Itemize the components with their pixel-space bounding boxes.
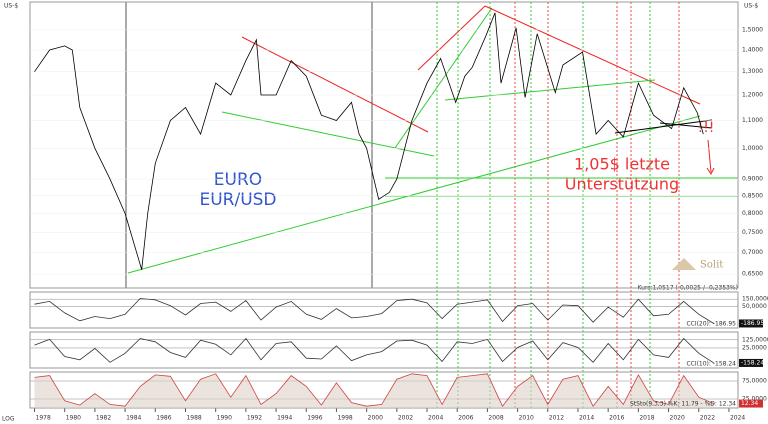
x-tick-label: 1982 (96, 415, 111, 422)
y-tick-label: 1,5000 (742, 26, 763, 33)
x-tick-label: 1988 (186, 415, 201, 422)
y-tick-label: 0,9000 (742, 176, 763, 183)
x-tick-label: 1996 (307, 415, 322, 422)
indicator-name: StSto(9,3,3) %K: 11.79 - %D: 12.34 (630, 401, 736, 408)
panel-frame (29, 291, 739, 329)
x-tick-label: 1978 (36, 415, 51, 422)
unit-label: US-$ (744, 3, 758, 10)
last-value-box (739, 399, 763, 408)
indicator-name: CCI(10): -158.24 (686, 361, 736, 368)
y-tick-label: 125,0000 (742, 336, 768, 343)
x-tick-label: 1998 (337, 415, 352, 422)
indicator-line (34, 373, 714, 407)
y-tick-label: 0,6500 (742, 271, 763, 278)
trend-line (614, 119, 713, 134)
annotation: !!! (698, 120, 715, 136)
y-tick-label: 25,0000 (742, 396, 767, 403)
x-tick-label: 1984 (126, 415, 141, 422)
last-value-label: -186.95 (741, 320, 764, 327)
y-tick-label: 75,0000 (742, 378, 767, 385)
last-value-label: -158.24 (741, 359, 764, 366)
x-tick-label: 1986 (156, 415, 171, 422)
y-tick-label: 25,0000 (742, 344, 767, 351)
x-tick-label: 2008 (488, 415, 503, 422)
last-value-label: 12.34 (741, 400, 758, 407)
indicator-name: CCI(20): -186.95 (686, 321, 736, 328)
log-label: LOG (2, 416, 15, 423)
indicator-line (34, 337, 715, 364)
x-tick-label: 2000 (368, 415, 383, 422)
y-tick-label: 1,3000 (742, 68, 763, 75)
trend-line (444, 79, 656, 101)
x-tick-label: 1980 (66, 415, 81, 422)
trend-line (221, 111, 435, 157)
arrow (707, 139, 712, 173)
x-tick-label: 1990 (217, 415, 232, 422)
last-value-box (739, 358, 763, 367)
y-tick-label: 1,4000 (742, 47, 763, 54)
arrow-head (706, 167, 715, 175)
y-tick-label: 1,1000 (742, 117, 763, 124)
x-tick-label: 2006 (458, 415, 473, 422)
y-tick-label: 0,8000 (742, 210, 763, 217)
x-tick-label: 1994 (277, 415, 292, 422)
y-tick-label: 1,2000 (742, 92, 763, 99)
annotation: 1,05$ letzte (574, 155, 670, 174)
trend-line (417, 5, 486, 71)
trend-line (241, 36, 429, 133)
x-tick-label: 2012 (549, 415, 564, 422)
x-tick-label: 2020 (670, 415, 685, 422)
x-tick-label: 2014 (579, 415, 594, 422)
y-tick-label: 0,7500 (742, 229, 763, 236)
y-tick-label: 1,0000 (742, 145, 763, 152)
panel-frame (29, 1, 739, 289)
panel-frame (29, 331, 739, 369)
x-tick-label: 1992 (247, 415, 262, 422)
last-value-box (739, 319, 763, 328)
annotation: Unterstützung (565, 175, 679, 194)
indicator-line (34, 298, 715, 324)
trend-line (659, 122, 713, 129)
x-tick-label: 2004 (428, 415, 443, 422)
x-tick-label: 2024 (730, 415, 745, 422)
y-tick-label: 0,8500 (742, 192, 763, 199)
trend-line (127, 115, 701, 274)
x-tick-label: 2016 (609, 415, 624, 422)
y-tick-label: 0,7000 (742, 249, 763, 256)
y-tick-label: 150,0000 (742, 296, 768, 303)
y-tick-label: 50,0000 (742, 303, 767, 310)
stochastic-area (34, 373, 714, 408)
title: EURO (214, 170, 262, 190)
title: EUR/USD (199, 190, 276, 210)
x-tick-label: 2002 (398, 415, 413, 422)
logo-icon (672, 258, 696, 270)
x-tick-label: 2010 (519, 415, 534, 422)
x-tick-label: 2022 (700, 415, 715, 422)
price-line (34, 12, 704, 270)
logo: Solit (700, 260, 723, 271)
x-tick-label: 2018 (639, 415, 654, 422)
unit-label: US-$ (4, 3, 18, 10)
trend-line (484, 5, 701, 105)
